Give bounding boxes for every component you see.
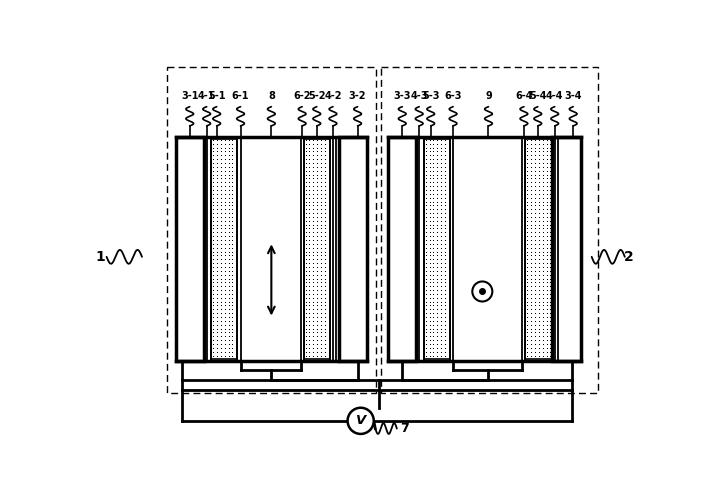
Bar (212, 139, 238, 359)
Bar (212, 139, 238, 359)
Text: 4-1: 4-1 (198, 91, 215, 100)
Bar (176, 138, 367, 361)
Bar (525, 139, 552, 359)
Text: 3-2: 3-2 (349, 91, 366, 100)
Bar (424, 139, 450, 359)
Text: 6-1: 6-1 (232, 91, 250, 100)
Text: 5-3: 5-3 (422, 91, 439, 100)
Text: 4-3: 4-3 (411, 91, 428, 100)
Text: V: V (356, 414, 366, 427)
Bar (525, 139, 552, 359)
Text: 5-1: 5-1 (208, 91, 226, 100)
Text: 6-2: 6-2 (293, 91, 311, 100)
Text: 2: 2 (624, 250, 633, 264)
Text: 7: 7 (400, 422, 408, 435)
Text: 9: 9 (485, 91, 492, 100)
Text: 3-4: 3-4 (565, 91, 582, 100)
Bar (339, 138, 367, 361)
Text: 6-4: 6-4 (515, 91, 533, 100)
Bar (176, 138, 204, 361)
Bar (424, 139, 450, 359)
Text: 4-2: 4-2 (324, 91, 342, 100)
Text: 3-3: 3-3 (394, 91, 411, 100)
Text: 6-3: 6-3 (444, 91, 462, 100)
Bar (388, 138, 416, 361)
Bar (304, 139, 330, 359)
Text: 5-2: 5-2 (308, 91, 325, 100)
Bar (552, 138, 581, 361)
Bar (388, 138, 581, 361)
Circle shape (347, 408, 374, 434)
Bar (304, 139, 330, 359)
Text: 8: 8 (268, 91, 275, 100)
Text: 3-1: 3-1 (181, 91, 198, 100)
Text: 4-4: 4-4 (546, 91, 564, 100)
Text: 1: 1 (96, 250, 105, 264)
Text: 5-4: 5-4 (529, 91, 546, 100)
